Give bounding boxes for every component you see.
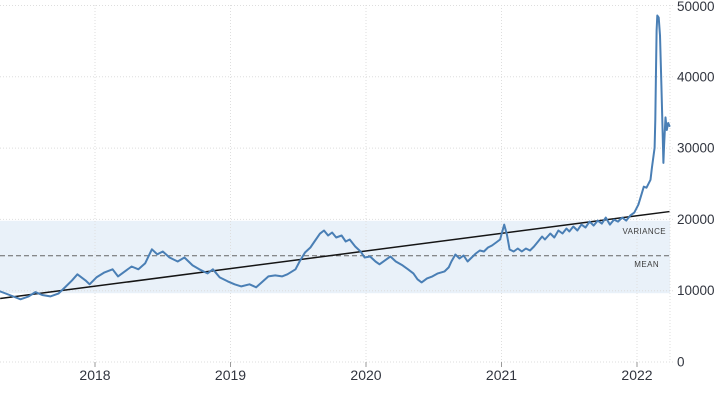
variance-label: VARIANCE	[622, 227, 666, 236]
chart-plot-area[interactable]	[0, 0, 670, 363]
price-line-series	[0, 14, 671, 301]
y-axis-label[interactable]: 40000	[677, 69, 715, 84]
x-axis-label[interactable]: 2019	[215, 367, 246, 383]
y-axis-label[interactable]: 0	[677, 355, 685, 370]
x-axis-label[interactable]: 2020	[350, 367, 381, 383]
variance-band	[0, 220, 670, 294]
mean-label: MEAN	[634, 260, 659, 269]
trend-line	[0, 210, 670, 300]
x-axis-label[interactable]: 2018	[79, 367, 110, 383]
price-axis[interactable]	[672, 0, 716, 363]
time-axis[interactable]	[0, 364, 716, 403]
x-axis-label[interactable]: 2022	[621, 367, 652, 383]
y-axis-label[interactable]: 30000	[677, 141, 715, 156]
y-axis-label[interactable]: 50000	[677, 0, 715, 14]
y-axis-label[interactable]: 20000	[677, 212, 715, 227]
x-axis-label[interactable]: 2021	[486, 367, 517, 383]
y-axis-label[interactable]: 10000	[677, 283, 715, 298]
